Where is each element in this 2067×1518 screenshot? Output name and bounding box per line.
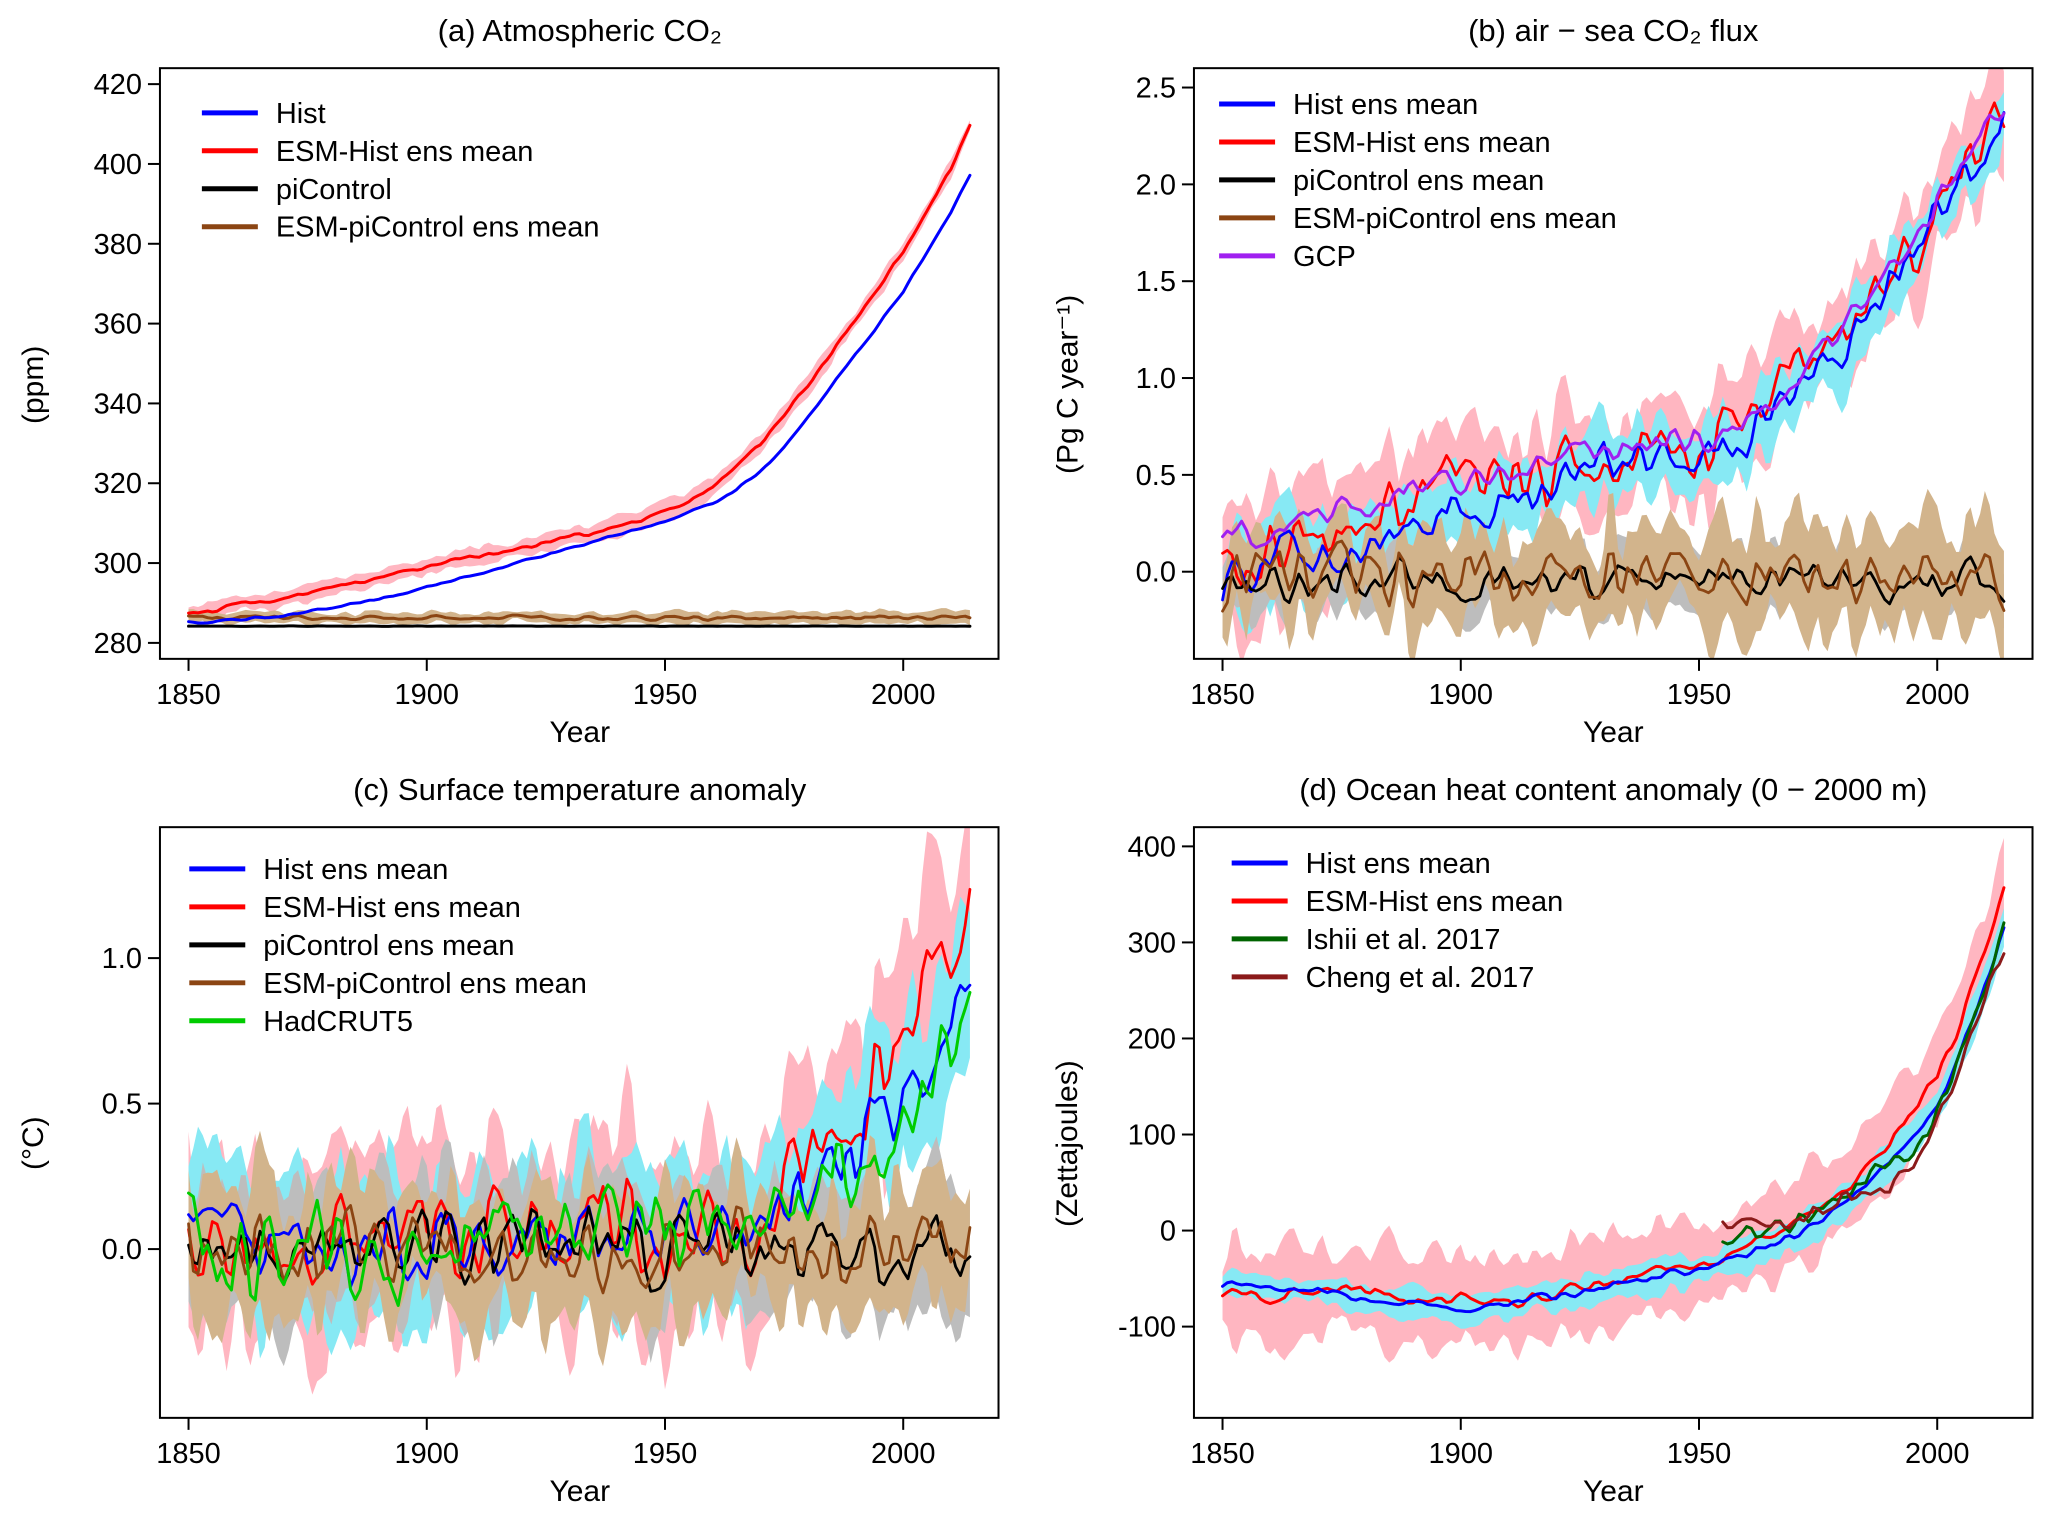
svg-text:280: 280 xyxy=(94,628,142,660)
panel-atmospheric-co2: (a) Atmospheric CO₂ (ppm) 1850 1900 1950 20… xyxy=(0,0,1034,759)
svg-text:1.0: 1.0 xyxy=(102,943,142,975)
svg-text:-100: -100 xyxy=(1117,1312,1175,1344)
svg-text:2.0: 2.0 xyxy=(1135,169,1175,201)
svg-text:1900: 1900 xyxy=(395,679,459,711)
svg-text:Hist ens mean: Hist ens mean xyxy=(263,854,448,886)
svg-text:piControl ens mean: piControl ens mean xyxy=(263,930,514,962)
svg-text:1950: 1950 xyxy=(633,679,697,711)
svg-text:piControl ens mean: piControl ens mean xyxy=(1293,165,1544,197)
panel-d-title: (d) Ocean heat content anomaly (0 − 2000… xyxy=(1299,772,1928,807)
svg-text:2000: 2000 xyxy=(1904,679,1968,711)
panel-c-plot-area: 1850 1900 1950 2000 0.0 0.5 1.0 Hist ens mean ES… xyxy=(102,826,1000,1470)
svg-text:420: 420 xyxy=(94,69,142,101)
svg-text:1900: 1900 xyxy=(395,1438,459,1470)
panel-d-x-axis-label: Year xyxy=(1582,1475,1644,1508)
svg-text:1850: 1850 xyxy=(1190,1438,1254,1470)
panel-b-title: (b) air − sea CO₂ flux xyxy=(1468,13,1759,48)
panel-a-plot-area: 1850 1900 1950 2000 280 300 320 340 360 380 400 420… xyxy=(94,67,1000,711)
svg-text:GCP: GCP xyxy=(1293,241,1356,273)
svg-text:Hist ens mean: Hist ens mean xyxy=(1293,89,1478,121)
svg-text:0.5: 0.5 xyxy=(1135,460,1175,492)
panel-d-plot-area: 1850 1900 1950 2000 -100 0 100 200 300 400 Hist en… xyxy=(1117,826,2034,1470)
svg-text:400: 400 xyxy=(1127,831,1175,863)
panel-d-y-axis-label: (Zettajoules) xyxy=(1050,1060,1084,1227)
panel-ocean-heat-content-anomaly: (d) Ocean heat content anomaly (0 − 2000… xyxy=(1034,759,2067,1518)
svg-text:ESM-Hist ens mean: ESM-Hist ens mean xyxy=(1293,127,1551,159)
svg-text:200: 200 xyxy=(1127,1023,1175,1055)
svg-text:1850: 1850 xyxy=(156,679,220,711)
panel-a-title: (a) Atmospheric CO₂ xyxy=(437,13,722,48)
svg-text:2000: 2000 xyxy=(1904,1438,1968,1470)
svg-text:400: 400 xyxy=(94,149,142,181)
panel-surface-temperature-anomaly: (c) Surface temperature anomaly (°C) 185… xyxy=(0,759,1034,1518)
panel-c-y-axis-label: (°C) xyxy=(17,1116,50,1171)
svg-text:Cheng et al. 2017: Cheng et al. 2017 xyxy=(1305,962,1534,994)
svg-text:1850: 1850 xyxy=(1190,679,1254,711)
svg-text:Hist: Hist xyxy=(276,98,326,130)
svg-text:piControl: piControl xyxy=(276,174,392,206)
panel-air-sea-co2-flux: (b) air − sea CO₂ flux (Pg C year⁻¹) 185… xyxy=(1034,0,2067,759)
svg-text:Ishii et al. 2017: Ishii et al. 2017 xyxy=(1305,924,1500,956)
panel-a-y-axis-label: (ppm) xyxy=(17,345,50,424)
svg-text:ESM-piControl ens mean: ESM-piControl ens mean xyxy=(276,212,600,244)
svg-text:1950: 1950 xyxy=(1666,679,1730,711)
svg-text:340: 340 xyxy=(94,388,142,420)
svg-text:1950: 1950 xyxy=(633,1438,697,1470)
svg-text:1900: 1900 xyxy=(1428,1438,1492,1470)
svg-text:ESM-Hist ens mean: ESM-Hist ens mean xyxy=(1305,886,1563,918)
svg-text:ESM-piControl ens mean: ESM-piControl ens mean xyxy=(263,968,587,1000)
svg-text:0: 0 xyxy=(1159,1216,1175,1248)
svg-text:2000: 2000 xyxy=(871,1438,935,1470)
svg-text:300: 300 xyxy=(1127,927,1175,959)
svg-text:320: 320 xyxy=(94,468,142,500)
svg-text:ESM-Hist ens mean: ESM-Hist ens mean xyxy=(276,136,534,168)
svg-text:HadCRUT5: HadCRUT5 xyxy=(263,1006,413,1038)
panel-c-title: (c) Surface temperature anomaly xyxy=(353,772,807,807)
svg-text:1850: 1850 xyxy=(156,1438,220,1470)
svg-text:1.0: 1.0 xyxy=(1135,363,1175,395)
panel-c-x-axis-label: Year xyxy=(549,1475,611,1508)
svg-text:ESM-piControl ens mean: ESM-piControl ens mean xyxy=(1293,203,1617,235)
panel-b-y-axis-label: (Pg C year⁻¹) xyxy=(1051,294,1084,475)
svg-text:1.5: 1.5 xyxy=(1135,266,1175,298)
svg-text:100: 100 xyxy=(1127,1120,1175,1152)
svg-text:360: 360 xyxy=(94,309,142,341)
svg-text:1950: 1950 xyxy=(1666,1438,1730,1470)
panel-d-plot-row: (Zettajoules) 1850 1900 1950 2000 -100 0 100 20… xyxy=(1042,815,2058,1472)
panel-b-plot-area: 1850 1900 1950 2000 0.0 0.5 1.0 1.5 2.0 2.5 Hist e… xyxy=(1135,67,2034,711)
svg-text:0.0: 0.0 xyxy=(102,1234,142,1266)
svg-text:1900: 1900 xyxy=(1428,679,1492,711)
panel-b-plot-row: (Pg C year⁻¹) 1850 1900 1950 2000 0.0 0.5 1.0 1… xyxy=(1042,56,2058,713)
svg-text:2000: 2000 xyxy=(871,679,935,711)
svg-text:300: 300 xyxy=(94,548,142,580)
panel-b-x-axis-label: Year xyxy=(1582,716,1644,749)
svg-text:ESM-Hist ens mean: ESM-Hist ens mean xyxy=(263,892,521,924)
svg-text:0.5: 0.5 xyxy=(102,1089,142,1121)
panel-a-plot-row: (ppm) 1850 1900 1950 2000 280 300 320 340 360 380… xyxy=(8,56,1024,713)
svg-text:0.0: 0.0 xyxy=(1135,557,1175,589)
panel-c-plot-row: (°C) 1850 1900 1950 2000 0.0 0.5 1.0 Hist ens m… xyxy=(8,815,1024,1472)
panel-a-x-axis-label: Year xyxy=(549,716,611,749)
svg-text:380: 380 xyxy=(94,229,142,261)
svg-text:Hist ens mean: Hist ens mean xyxy=(1305,848,1490,880)
svg-text:2.5: 2.5 xyxy=(1135,73,1175,105)
